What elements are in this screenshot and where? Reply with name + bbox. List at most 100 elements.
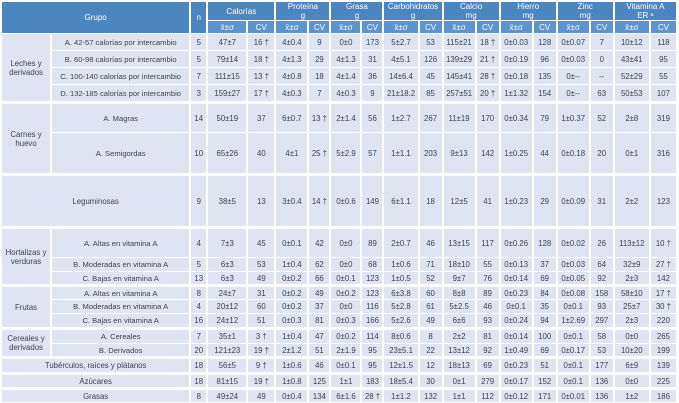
n-cell: 16: [191, 314, 207, 327]
section-gap-cell: [2, 174, 676, 175]
section-gap: [2, 227, 676, 228]
mean-sd-value-cell: 1±1.32: [500, 85, 532, 101]
cv-value-cell: 37: [248, 104, 275, 132]
mean-sd-value-cell: 0±0.4: [276, 390, 308, 402]
cv-value-cell: 79: [533, 104, 556, 132]
cv-value-cell: 46: [476, 300, 499, 313]
nutrient-column-header-8: Vitamina A ER ᵃ: [614, 2, 676, 20]
mean-sd-value-cell: 0±0.05: [557, 272, 589, 284]
cv-value-cell: 29: [309, 51, 330, 67]
cv-value-cell: 166: [362, 314, 383, 327]
mean-sd-value-cell: 1±0.6: [384, 258, 418, 271]
subgroup-cell: B. 60-98 calorías por intercambio: [52, 51, 190, 67]
cv-value-cell: 52: [419, 272, 442, 284]
mean-sd-value-cell: 0±1: [443, 375, 475, 387]
cv-value-cell: 93: [476, 314, 499, 327]
cv-value-cell: 28 †: [476, 68, 499, 84]
nutrient-column-header-2: Proteína g: [276, 2, 330, 20]
nutrient-unit: mg: [522, 11, 534, 20]
cv-subheader: CV: [309, 21, 330, 33]
cv-value-cell: 92: [590, 272, 613, 284]
table-row: A. Semigordas 10 65±26 40 4±1 25 † 5±2.9 57 1±1.…: [2, 133, 676, 173]
mean-sd-value-cell: 0±0.3: [276, 314, 308, 327]
nutrient-unit: ER ᵃ: [637, 11, 654, 20]
mean-sd-value-cell: 1±0.8: [276, 375, 308, 387]
mean-sd-value-cell: 18±13: [443, 359, 475, 372]
cv-value-cell: 186: [650, 390, 676, 402]
cv-value-cell: 47: [309, 330, 330, 343]
mean-sd-value-cell: 0±0.2: [276, 287, 308, 299]
cv-value-cell: 107: [650, 85, 676, 101]
cv-value-cell: 123: [362, 287, 383, 299]
section-gap: [2, 388, 676, 389]
cv-value-cell: 142: [650, 272, 676, 284]
cv-value-cell: 35: [533, 300, 556, 313]
mean-sd-value-cell: 18±5.4: [384, 375, 418, 387]
mean-sd-value-cell: 0±0.03: [500, 34, 532, 50]
cv-value-cell: 81: [476, 330, 499, 343]
mean-sd-value-cell: 0±0.34: [500, 104, 532, 132]
n-cell: 4: [191, 229, 207, 257]
mean-sd-subheader: x̄±σ: [384, 21, 418, 33]
mean-sd-value-cell: 8±0.6: [384, 330, 418, 343]
n-cell: 20: [191, 344, 207, 356]
mean-sd-value-cell: 1±0.25: [500, 133, 532, 173]
mean-sd-value-cell: 0±0.13: [500, 258, 532, 271]
table-row: B. 60-98 calorías por intercambio 5 79±14 1…: [2, 51, 676, 67]
cv-value-cell: 177: [590, 359, 613, 372]
mean-sd-value-cell: 38±5: [208, 176, 247, 226]
mean-sd-value-cell: 5±2.5: [443, 300, 475, 313]
cv-value-cell: 100: [533, 330, 556, 343]
table-row: Grasas 8 49±24 49 0±0.4 134 6±1.6 28 † 1±1.2 132 1…: [2, 390, 676, 402]
mean-sd-value-cell: 0±0.24: [500, 314, 532, 327]
mean-sd-value-cell: 2±0.7: [384, 229, 418, 257]
cv-value-cell: 199: [650, 344, 676, 356]
cv-value-cell: 95: [650, 51, 676, 67]
cv-value-cell: 17 †: [248, 85, 275, 101]
mean-sd-value-cell: 1±0.6: [276, 359, 308, 372]
mean-sd-value-cell: 4±0.8: [276, 68, 308, 84]
table-row: Carnes y huevo A. Magras 14 50±19 37 6±0.7 13 …: [2, 104, 676, 173]
mean-sd-value-cell: 4±0.3: [276, 85, 308, 101]
mean-sd-value-cell: 0±0: [614, 330, 649, 343]
mean-sd-value-cell: 0±0.03: [557, 258, 589, 271]
cv-value-cell: 18 †: [476, 34, 499, 50]
mean-sd-value-cell: 0±0.2: [276, 300, 308, 313]
cv-value-cell: 123: [650, 176, 676, 226]
nutrient-unit: g: [354, 11, 360, 20]
cv-value-cell: 69: [476, 359, 499, 372]
cv-value-cell: 297: [590, 314, 613, 327]
cv-value-cell: 61: [419, 300, 442, 313]
mean-sd-value-cell: 1±0.49: [500, 344, 532, 356]
section-gap: [2, 357, 676, 358]
mean-sd-value-cell: 1±0.4: [276, 258, 308, 271]
cv-value-cell: 57: [362, 133, 383, 173]
nutrient-unit: mg: [579, 11, 591, 20]
mean-sd-value-cell: 2±3: [614, 314, 649, 327]
table-row: Leguminosas 9 38±5 13 3±0.4 14 † 0±0.6 149 6±1.1…: [2, 176, 676, 226]
cv-value-cell: 265: [650, 330, 676, 343]
nutrient-name: Carbohidratos: [387, 2, 439, 11]
mean-sd-value-cell: 1±0.23: [500, 176, 532, 226]
mean-sd-value-cell: 0±--: [557, 85, 589, 101]
mean-sd-value-cell: 2±3: [614, 272, 649, 284]
mean-sd-value-cell: 4±1.3: [331, 51, 361, 67]
mean-sd-value-cell: 0±0.14: [500, 272, 532, 284]
mean-sd-value-cell: 121±23: [208, 344, 247, 356]
cv-value-cell: 225: [650, 375, 676, 387]
mean-sd-value-cell: 11±19: [443, 104, 475, 132]
cv-value-cell: 136: [590, 375, 613, 387]
cv-value-cell: 84: [533, 287, 556, 299]
n-cell: 14: [191, 104, 207, 132]
cv-value-cell: 135: [533, 68, 556, 84]
cv-value-cell: 7: [590, 34, 613, 50]
mean-sd-value-cell: 0±0: [614, 375, 649, 387]
cv-value-cell: 31: [362, 51, 383, 67]
mean-sd-value-cell: 0±--: [557, 68, 589, 84]
mean-sd-value-cell: 6±0.7: [276, 104, 308, 132]
n-cell: 4: [191, 300, 207, 313]
mean-sd-value-cell: 0±0.02: [557, 229, 589, 257]
cv-value-cell: 53: [248, 258, 275, 271]
cv-value-cell: 128: [533, 229, 556, 257]
cv-value-cell: 81: [309, 314, 330, 327]
